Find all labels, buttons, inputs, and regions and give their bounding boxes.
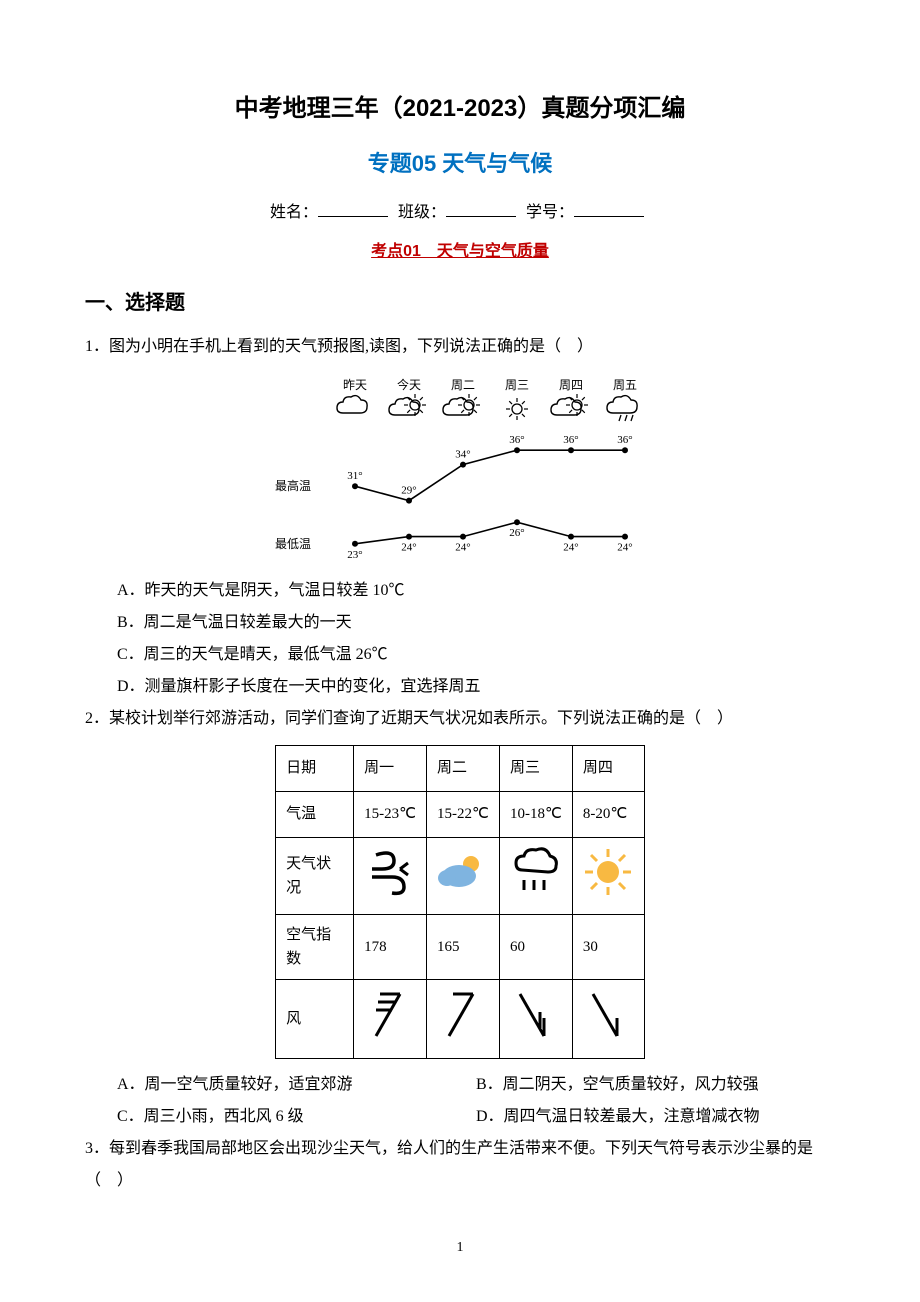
cell-aqi-d3: 60 [500,914,573,979]
name-label: 姓名： [270,204,318,221]
name-blank[interactable] [318,201,388,217]
wind-barb-icon [510,988,556,1042]
cell-weather-label: 天气状况 [276,837,354,914]
svg-text:29°: 29° [401,484,416,496]
cell-day1: 周一 [354,745,427,791]
cell-temp-d1: 15-23℃ [354,791,427,837]
q1-option-c: C．周三的天气是晴天，最低气温 26℃ [85,639,835,671]
q2-option-b: B．周二阴天，空气质量较好，风力较强 [476,1069,835,1101]
svg-text:24°: 24° [617,541,632,553]
q1-option-a: A．昨天的天气是阴天，气温日较差 10℃ [85,575,835,607]
class-label: 班级： [398,204,446,221]
q1-option-d: D．测量旗杆影子长度在一天中的变化，宜选择周五 [85,671,835,703]
wind-barb-icon [437,988,483,1042]
id-label: 学号： [526,204,574,221]
svg-text:昨天: 昨天 [343,378,367,392]
svg-text:36°: 36° [617,434,632,446]
cell-wind-d4 [572,979,644,1058]
partly-cloudy-icon [437,850,489,894]
q2-option-d: D．周四气温日较差最大，注意增减衣物 [476,1101,835,1133]
class-blank[interactable] [446,201,516,217]
cell-day4: 周四 [572,745,644,791]
q2-option-a: A．周一空气质量较好，适宜郊游 [117,1069,476,1101]
question-1-stem: 1．图为小明在手机上看到的天气预报图,读图，下列说法正确的是（ ） [85,331,835,363]
svg-text:31°: 31° [347,470,362,482]
page-number: 1 [85,1237,835,1259]
svg-text:周四: 周四 [559,378,583,392]
svg-text:周二: 周二 [451,378,475,392]
rain-icon [510,846,560,898]
table-row-head: 日期 周一 周二 周三 周四 [276,745,645,791]
student-meta: 姓名： 班级： 学号： [85,200,835,226]
cell-aqi-d4: 30 [572,914,644,979]
svg-text:今天: 今天 [397,377,421,392]
svg-text:24°: 24° [401,541,416,553]
cell-day3: 周三 [500,745,573,791]
svg-text:24°: 24° [455,541,470,553]
id-blank[interactable] [574,201,644,217]
cell-wind-d2 [427,979,500,1058]
q2-option-c: C．周三小雨，西北风 6 级 [117,1101,476,1133]
exam-point-heading: 考点01 天气与空气质量 [85,239,835,265]
cell-weather-d4 [572,837,644,914]
section-heading: 一、选择题 [85,287,835,319]
q1-forecast-chart: 昨天 今天 周二 周三 周四 周五 31° 29° 34° 36° 36° 36° 23° 24° 24° 2… [85,373,835,563]
q2-options-row1: A．周一空气质量较好，适宜郊游 B．周二阴天，空气质量较好，风力较强 [85,1069,835,1101]
wind-barb-icon [583,988,629,1042]
cell-weather-d2 [427,837,500,914]
table-row-wind: 风 [276,979,645,1058]
cell-day2: 周二 [427,745,500,791]
sunny-icon [583,847,633,897]
question-2-stem: 2．某校计划举行郊游活动，同学们查询了近期天气状况如表所示。下列说法正确的是（ … [85,703,835,735]
svg-text:最低温: 最低温 [275,537,311,551]
table-row-aqi: 空气指数 178 165 60 30 [276,914,645,979]
cell-wind-d1 [354,979,427,1058]
wind-barb-icon [364,988,410,1042]
cell-wind-label: 风 [276,979,354,1058]
svg-text:周五: 周五 [613,378,637,392]
document-title: 中考地理三年（2021-2023）真题分项汇编 [85,90,835,128]
cell-temp-d3: 10-18℃ [500,791,573,837]
q1-option-b: B．周二是气温日较差最大的一天 [85,607,835,639]
table-row-weather: 天气状况 [276,837,645,914]
cell-aqi-label: 空气指数 [276,914,354,979]
document-subtitle: 专题05 天气与气候 [85,146,835,181]
svg-text:23°: 23° [347,549,362,561]
cell-temp-d4: 8-20℃ [572,791,644,837]
sandstorm-icon [364,847,410,897]
question-3-stem: 3．每到春季我国局部地区会出现沙尘天气，给人们的生产生活带来不便。下列天气符号表… [85,1133,835,1197]
svg-text:34°: 34° [455,448,470,460]
svg-text:36°: 36° [509,434,524,446]
svg-text:26°: 26° [509,527,524,539]
svg-text:周三: 周三 [505,378,529,392]
svg-text:36°: 36° [563,434,578,446]
cell-aqi-d1: 178 [354,914,427,979]
cell-weather-d3 [500,837,573,914]
svg-text:最高温: 最高温 [275,478,311,493]
cell-temp-label: 气温 [276,791,354,837]
svg-text:24°: 24° [563,541,578,553]
cell-wind-d3 [500,979,573,1058]
q2-weather-table: 日期 周一 周二 周三 周四 气温 15-23℃ 15-22℃ 10-18℃ 8… [275,745,645,1059]
cell-weather-d1 [354,837,427,914]
q2-options-row2: C．周三小雨，西北风 6 级 D．周四气温日较差最大，注意增减衣物 [85,1101,835,1133]
cell-temp-d2: 15-22℃ [427,791,500,837]
table-row-temp: 气温 15-23℃ 15-22℃ 10-18℃ 8-20℃ [276,791,645,837]
cell-aqi-d2: 165 [427,914,500,979]
cell-date-label: 日期 [276,745,354,791]
